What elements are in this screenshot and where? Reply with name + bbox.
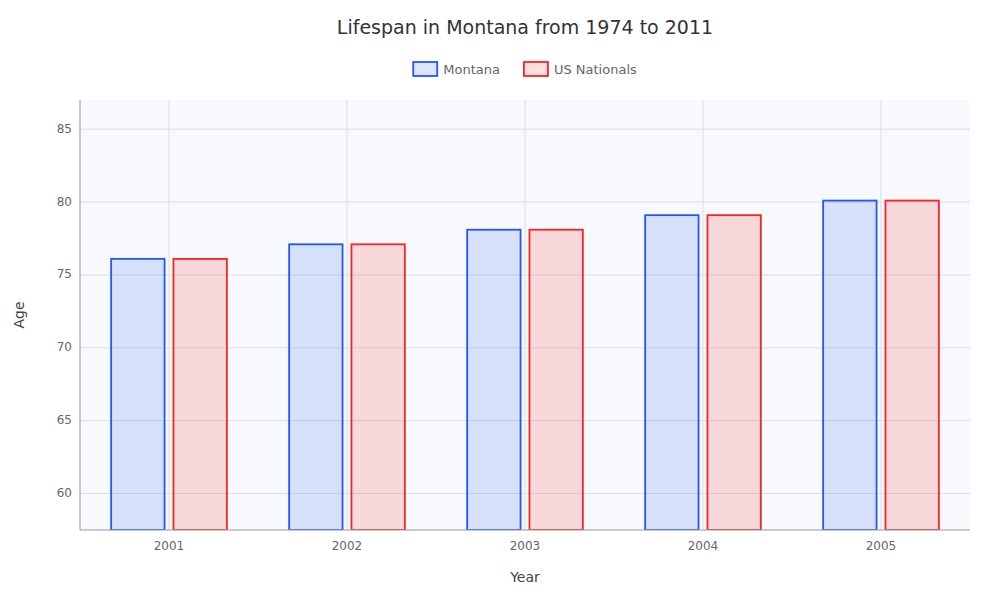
bars (111, 201, 939, 530)
x-tick-label: 2003 (510, 539, 541, 553)
bar (173, 259, 226, 530)
legend-label: US Nationals (554, 62, 637, 77)
chart-title: Lifespan in Montana from 1974 to 2011 (337, 16, 713, 38)
x-tick-label: 2001 (154, 539, 185, 553)
x-axis-line (80, 530, 970, 531)
x-axis-label: Year (509, 569, 540, 585)
y-tick-label: 60 (57, 486, 72, 500)
chart-svg: 60 65 70 75 80 85 2001 2002 2003 2004 2005 Year Age L… (0, 0, 1000, 600)
y-tick-label: 80 (57, 195, 72, 209)
plot-background (80, 100, 970, 530)
legend-item: Montana (413, 62, 500, 77)
bar (645, 215, 698, 530)
y-tick-label: 75 (57, 267, 72, 281)
grid-line-x (347, 100, 348, 530)
grid-line-x (881, 100, 882, 530)
legend-swatch (524, 62, 548, 76)
bar (885, 201, 938, 530)
x-tick-label: 2002 (332, 539, 363, 553)
y-axis-label: Age (11, 301, 27, 328)
x-tick-label: 2005 (866, 539, 897, 553)
bar (111, 259, 164, 530)
y-axis-line (80, 100, 81, 530)
grid-line-x (169, 100, 170, 530)
y-tick-label: 70 (57, 340, 72, 354)
bar (529, 230, 582, 530)
grid-line-x (525, 100, 526, 530)
bar (467, 230, 520, 530)
bar (707, 215, 760, 530)
legend-label: Montana (443, 62, 500, 77)
y-tick-label: 85 (57, 122, 72, 136)
chart-container: 60 65 70 75 80 85 2001 2002 2003 2004 2005 Year Age L… (0, 0, 1000, 600)
bar (351, 244, 404, 530)
grid (80, 100, 970, 530)
bar (823, 201, 876, 530)
grid-line-x (703, 100, 704, 530)
legend-swatch (413, 62, 437, 76)
x-tick-label: 2004 (688, 539, 719, 553)
bar (289, 244, 342, 530)
y-tick-label: 65 (57, 413, 72, 427)
legend: Montana US Nationals (413, 62, 637, 77)
legend-item: US Nationals (524, 62, 637, 77)
